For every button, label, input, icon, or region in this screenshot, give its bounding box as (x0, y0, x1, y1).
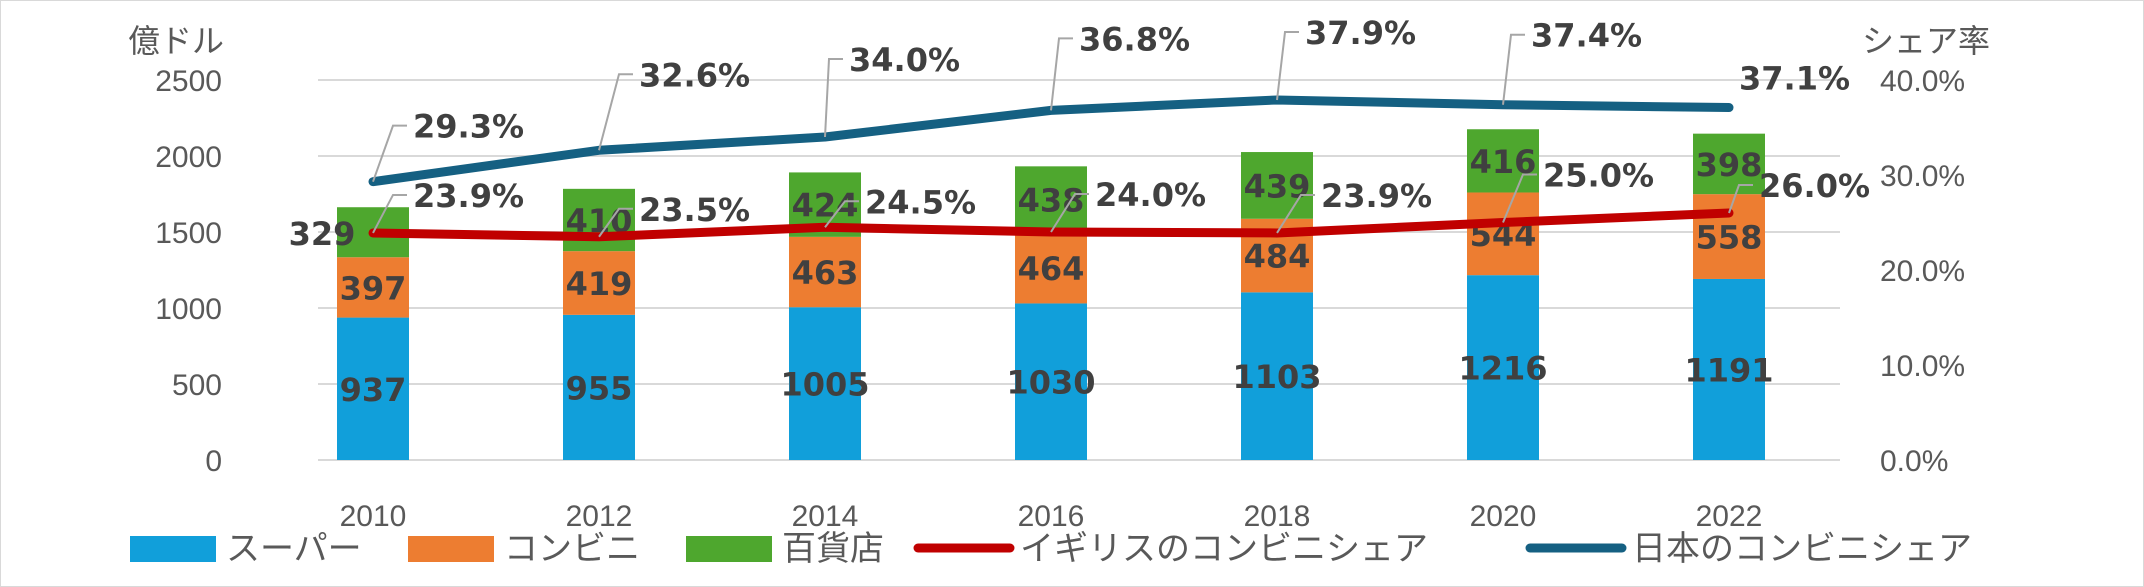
bar-value-label: 463 (792, 254, 859, 292)
bar-segment (789, 236, 861, 308)
legend-swatch (408, 536, 494, 562)
legend-swatch (130, 536, 216, 562)
data-label-leader (598, 207, 633, 238)
y-axis-right-ticks: 0.0% 10.0% 20.0% 30.0% 40.0% (1880, 65, 1965, 478)
bar-segment (1693, 278, 1765, 460)
bar-value-label: 419 (566, 265, 633, 303)
line-value-label: 37.1% (1739, 60, 1850, 98)
bar-value-label: 484 (1244, 238, 1311, 276)
bar-segment (563, 251, 635, 315)
y-tick-label-right: 30.0% (1880, 160, 1965, 193)
bar-value-label: 439 (1244, 167, 1311, 205)
data-label-leader (1050, 37, 1073, 111)
bar-segment (337, 317, 409, 460)
x-tick-label: 2020 (1470, 500, 1537, 533)
data-label-leader (1276, 193, 1315, 234)
data-label-leader (1276, 30, 1299, 101)
data-label-leader (1728, 184, 1753, 214)
line-value-label: 23.5% (639, 191, 750, 229)
bar-value-label: 398 (1696, 146, 1763, 184)
bar-value-label: 464 (1018, 250, 1085, 288)
bar-value-label: 397 (340, 269, 407, 307)
data-label-leader (1050, 193, 1089, 233)
data-label-leader (1502, 33, 1525, 105)
line-value-label: 32.6% (639, 56, 750, 94)
bar-segment (1467, 275, 1539, 460)
legend-label: コンビニ (504, 529, 640, 569)
y-axis-title-right: シェア率 (1862, 22, 1990, 60)
y-tick-label-right: 40.0% (1880, 65, 1965, 98)
bar-segment (1467, 129, 1539, 193)
data-label-leader (372, 124, 407, 182)
bar-value-label: 1103 (1232, 358, 1321, 396)
legend-label: スーパー (226, 529, 362, 569)
x-tick-label: 2012 (566, 500, 633, 533)
data-label-leader (824, 200, 859, 228)
x-tick-label: 2022 (1696, 500, 1763, 533)
x-tick-label: 2010 (340, 500, 407, 533)
y-tick-label-left: 2000 (155, 141, 222, 174)
bars (337, 129, 1765, 460)
line-value-label: 26.0% (1759, 167, 1870, 205)
legend-label: 日本のコンビニシェア (1632, 529, 1972, 569)
data-label-leader (372, 193, 407, 234)
legend: スーパー コンビニ 百貨店 イギリスのコンビニシェア 日本のコンビニシェア (130, 529, 1972, 569)
legend-label: イギリスのコンビニシェア (1020, 529, 1428, 569)
x-tick-label: 2018 (1244, 500, 1311, 533)
bar-value-label: 558 (1696, 219, 1763, 257)
line-value-label: 24.5% (865, 183, 976, 221)
bar-segment (563, 314, 635, 460)
y-tick-label-right: 0.0% (1880, 445, 1948, 478)
line-value-label: 23.9% (413, 177, 524, 215)
data-label-leader (1502, 173, 1537, 223)
bar-value-label: 329 (289, 215, 356, 253)
line-value-label: 37.9% (1305, 14, 1416, 52)
y-tick-label-left: 2500 (155, 65, 222, 98)
data-label-leader (598, 73, 633, 151)
bar-value-label: 1005 (780, 366, 869, 404)
bar-value-label: 1216 (1458, 350, 1547, 388)
legend-swatch (686, 536, 772, 562)
line-value-label: 37.4% (1531, 17, 1642, 55)
x-tick-label: 2016 (1018, 500, 1085, 533)
y-tick-label-right: 10.0% (1880, 350, 1965, 383)
line-value-label: 36.8% (1079, 20, 1190, 58)
bar-segment (1241, 152, 1313, 219)
x-tick-label: 2014 (792, 500, 859, 533)
line-value-label: 23.9% (1321, 177, 1432, 215)
line-value-label: 25.0% (1543, 157, 1654, 195)
data-label-leader (824, 58, 843, 138)
y-tick-label-right: 20.0% (1880, 255, 1965, 288)
y-axis-title-left: 億ドル (128, 22, 224, 60)
bar-segment (1015, 166, 1087, 233)
bar-value-label: 937 (340, 371, 407, 409)
bar-value-label: 1030 (1006, 364, 1095, 402)
bar-segment (789, 307, 861, 460)
y-tick-label-left: 0 (205, 445, 222, 478)
bar-segment (1241, 292, 1313, 460)
bar-segment (1015, 303, 1087, 460)
legend-label: 百貨店 (782, 529, 884, 569)
x-axis-ticks: 2010 2012 2014 2016 2018 2020 2022 (340, 500, 1763, 533)
bar-value-label: 424 (792, 187, 859, 225)
bar-segment (1467, 192, 1539, 276)
line-data-labels: 23.9% 23.5% 24.5% 24.0% 23.9% 25.0% 26.0% 29.3%… (372, 14, 1870, 238)
y-tick-label-left: 500 (172, 369, 222, 402)
bar-segment (1015, 232, 1087, 304)
bar-value-label: 955 (566, 369, 633, 407)
bar-segment (337, 257, 409, 318)
y-tick-label-left: 1500 (155, 217, 222, 250)
y-tick-label-left: 1000 (155, 293, 222, 326)
line-value-label: 29.3% (413, 108, 524, 146)
line-value-label: 24.0% (1095, 176, 1206, 214)
line-value-label: 34.0% (849, 41, 960, 79)
bar-segment (1693, 194, 1765, 279)
bar-value-label: 438 (1018, 182, 1085, 220)
bar-value-label: 1191 (1684, 351, 1773, 389)
y-axis-left-ticks: 0 500 1000 1500 2000 2500 (155, 65, 222, 478)
